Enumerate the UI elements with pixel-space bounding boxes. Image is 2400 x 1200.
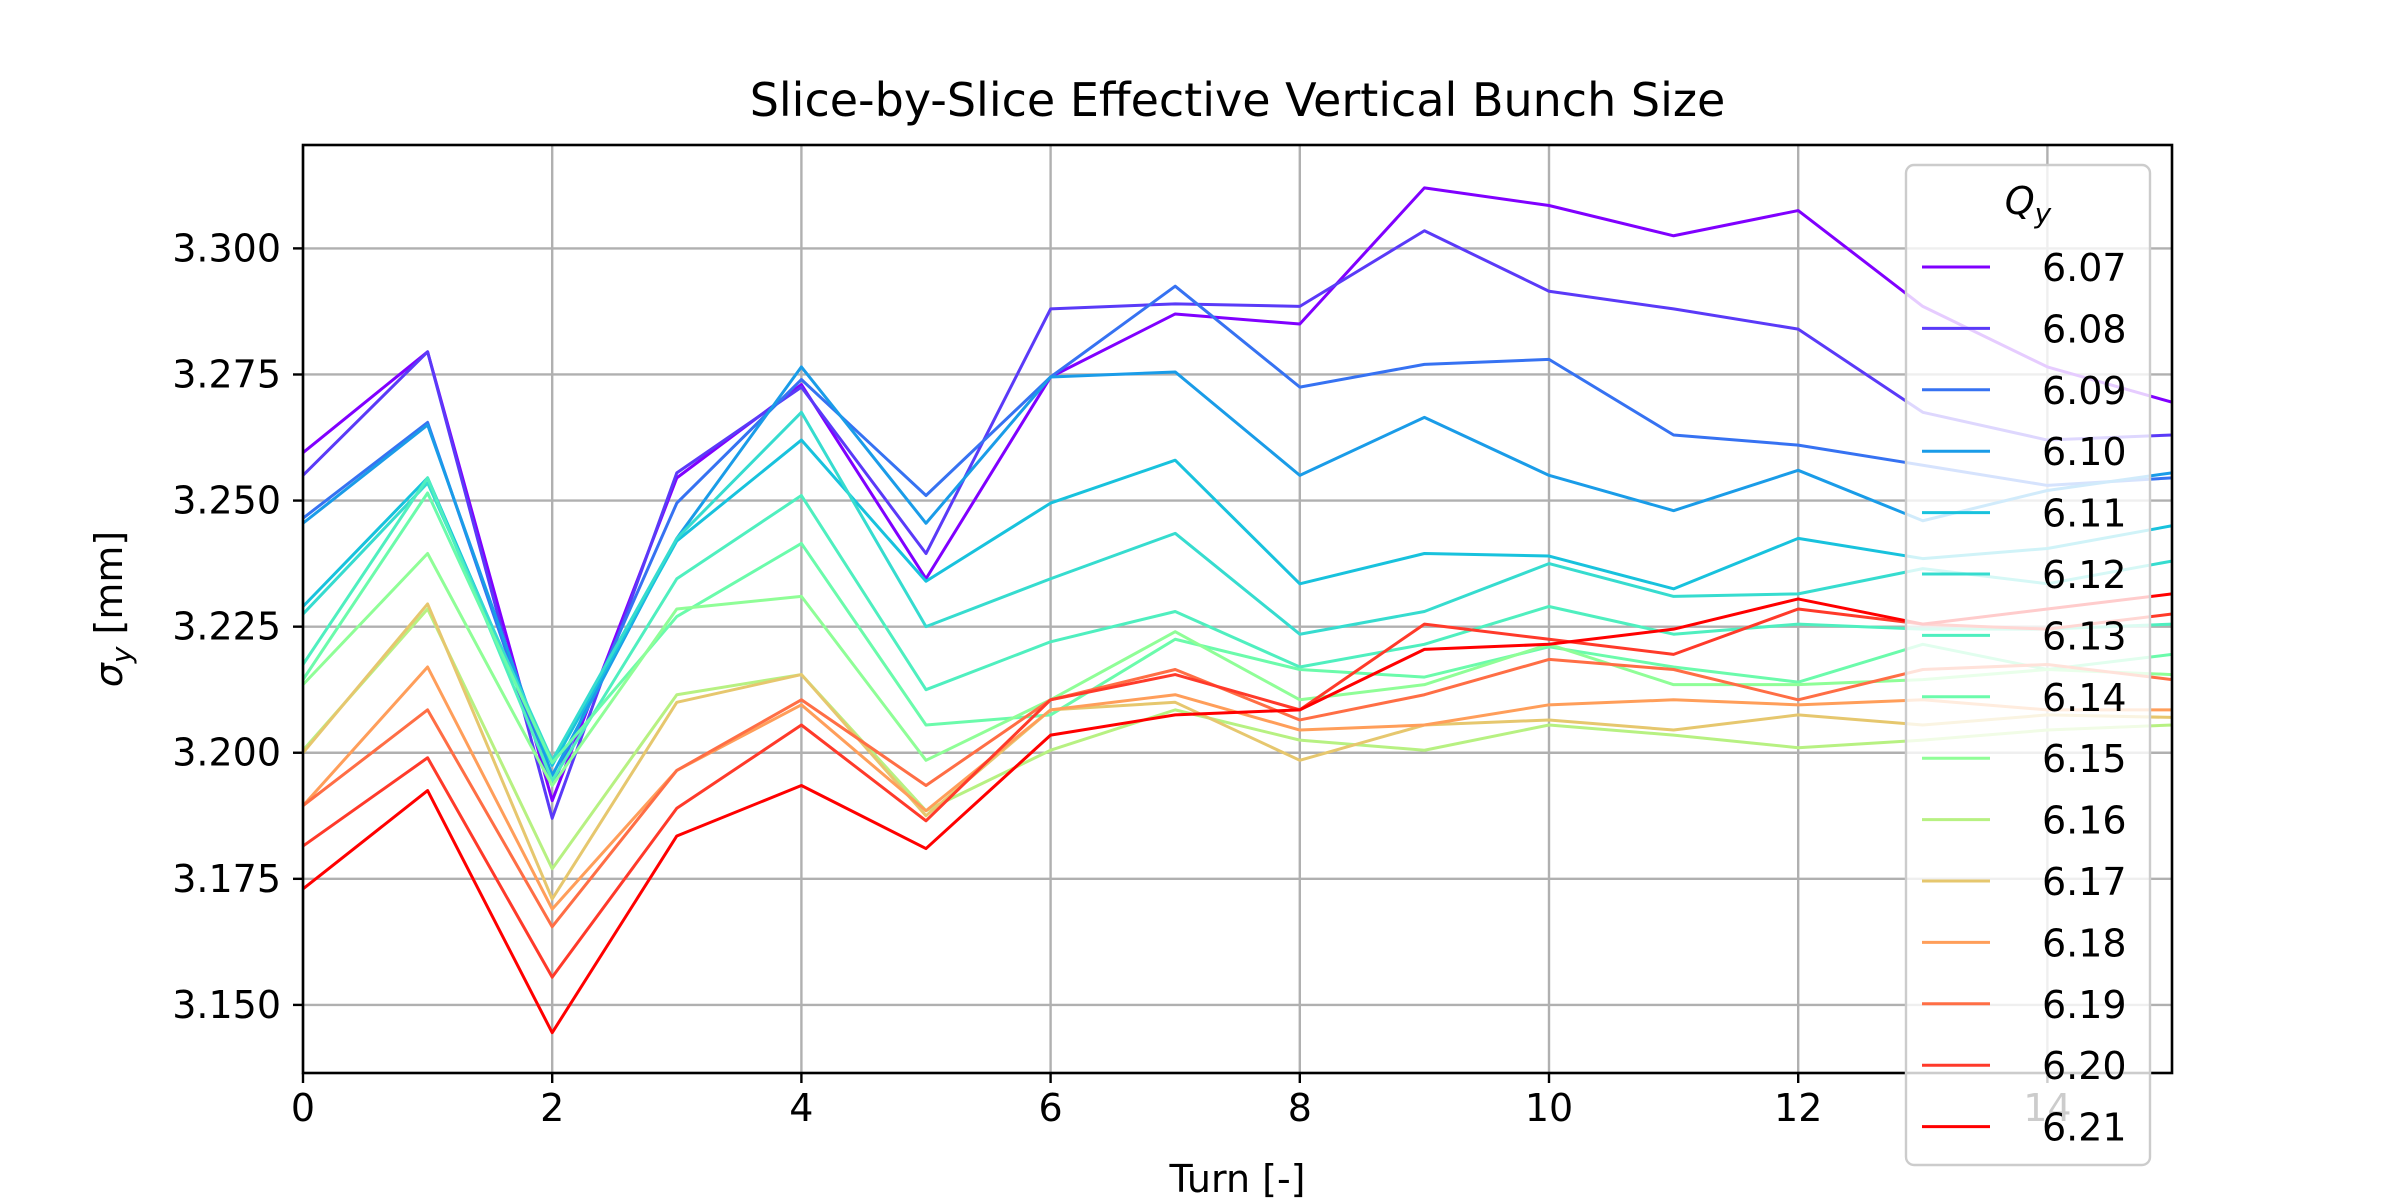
y-tick-label: 3.175 [172, 857, 281, 901]
legend-label: 6.15 [2042, 737, 2127, 781]
x-axis-label: Turn [-] [1168, 1157, 1305, 1200]
series-lines [303, 186, 2172, 1035]
grid [301, 145, 2172, 1073]
legend-title-symbol: Q [2005, 179, 2035, 223]
y-tick-label: 3.200 [172, 731, 281, 775]
y-tick-label: 3.250 [172, 479, 281, 523]
legend-item: 6.08 [1922, 307, 2127, 351]
legend-item: 6.18 [1922, 921, 2127, 965]
y-tick-label: 3.300 [172, 226, 281, 270]
axes-frame [301, 143, 2174, 1075]
legend-box [1904, 163, 2152, 1167]
legend-title-subscript: y [2034, 197, 2052, 230]
legend-item: 6.21 [1922, 1106, 2127, 1150]
legend-label: 6.07 [2042, 246, 2127, 290]
legend-item: 6.16 [1922, 799, 2127, 843]
legend-label: 6.19 [2042, 983, 2127, 1027]
x-tick-label: 6 [1039, 1086, 1063, 1130]
legend-label: 6.16 [2042, 799, 2127, 843]
legend: Qy 6.07 6.08 6.09 6.10 6.11 6.12 6.13 6.14 6.15 6.… [1904, 163, 2152, 1167]
x-tick-label: 10 [1525, 1086, 1573, 1130]
legend-item: 6.09 [1922, 369, 2127, 413]
series-line-6-09 [303, 284, 2172, 788]
y-tick-label: 3.150 [172, 983, 281, 1027]
legend-label: 6.13 [2042, 614, 2127, 658]
legend-label: 6.21 [2042, 1106, 2127, 1150]
series-line-6-19 [303, 657, 2172, 929]
x-tick-label: 4 [789, 1086, 813, 1130]
series-line-6-11 [303, 438, 2172, 767]
legend-item: 6.14 [1922, 676, 2127, 720]
y-tick-label: 3.225 [172, 605, 281, 649]
series-line-6-13 [303, 476, 2172, 782]
legend-label: 6.17 [2042, 860, 2127, 904]
legend-item: 6.13 [1922, 614, 2127, 658]
x-tick-label: 12 [1774, 1086, 1822, 1130]
series-line-6-10 [303, 365, 2172, 777]
chart-title: Slice-by-Slice Effective Vertical Bunch … [750, 73, 1726, 127]
series-line-6-17 [303, 602, 2172, 901]
legend-label: 6.20 [2042, 1044, 2127, 1088]
legend-label: 6.08 [2042, 307, 2127, 351]
legend-label: 6.11 [2042, 492, 2127, 536]
legend-label: 6.09 [2042, 369, 2127, 413]
legend-item: 6.15 [1922, 737, 2127, 781]
y-tick-label: 3.275 [172, 352, 281, 396]
series-line-6-07 [303, 186, 2172, 803]
y-axis-label-unit: [mm] [87, 531, 131, 647]
legend-item: 6.07 [1922, 246, 2127, 290]
series-line-6-20 [303, 607, 2172, 979]
series-line-6-14 [303, 491, 2172, 765]
series-line-6-21 [303, 592, 2172, 1035]
y-axis-label-symbol: σ [87, 661, 131, 687]
legend-item: 6.19 [1922, 983, 2127, 1027]
legend-item: 6.12 [1922, 553, 2127, 597]
x-tick-label: 2 [540, 1086, 564, 1130]
series-line-6-12 [303, 410, 2172, 762]
legend-label: 6.10 [2042, 430, 2127, 474]
x-tick-label: 8 [1288, 1086, 1312, 1130]
legend-item: 6.20 [1922, 1044, 2127, 1088]
legend-label: 6.14 [2042, 676, 2127, 720]
legend-item: 6.17 [1922, 860, 2127, 904]
legend-title: Qy [2005, 179, 2052, 230]
x-tick-label: 0 [291, 1086, 315, 1130]
series-line-6-15 [303, 552, 2172, 788]
y-axis-label: σy [mm] [87, 531, 138, 687]
series-line-6-16 [303, 607, 2172, 871]
legend-label: 6.18 [2042, 921, 2127, 965]
y-axis-label-subscript: y [105, 646, 138, 664]
legend-label: 6.12 [2042, 553, 2127, 597]
legend-item: 6.10 [1922, 430, 2127, 474]
legend-item: 6.11 [1922, 492, 2127, 536]
